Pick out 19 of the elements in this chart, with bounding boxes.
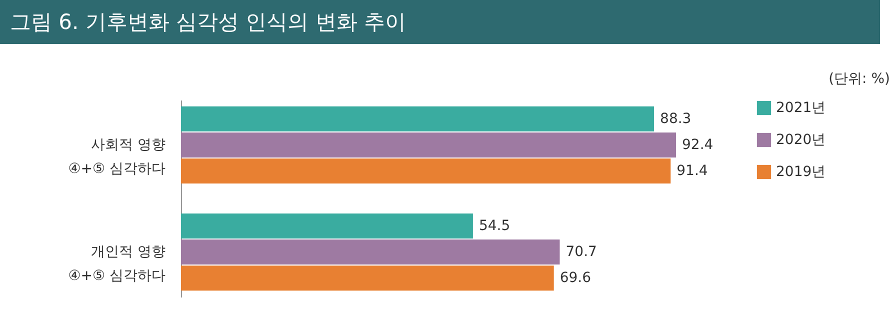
- bar: [181, 266, 554, 291]
- text: (단위: %): [828, 70, 890, 88]
- data-label: 88.3: [660, 110, 692, 127]
- data-label: 54.5: [478, 218, 510, 234]
- data-label: 91.4: [676, 163, 708, 180]
- legend-label: 2019년: [776, 164, 826, 180]
- bar: [181, 106, 654, 132]
- bar: [181, 240, 560, 265]
- data-label: 70.7: [566, 244, 597, 260]
- y-tick-label: 사회적 영향 ④+⑤ 심각하다: [68, 136, 166, 177]
- legend-label: 2020년: [776, 132, 826, 148]
- data-label: 92.4: [682, 136, 714, 153]
- data-label: 69.6: [560, 270, 592, 286]
- bar: [181, 132, 676, 158]
- bar: [181, 158, 671, 184]
- bar: [181, 213, 473, 238]
- chart-title: 그림 6. 기후변화 심각성 인식의 변화 추이: [0, 0, 880, 44]
- legend-label: 2021년: [776, 100, 826, 116]
- y-tick-label: 개인적 영향 ④+⑤ 심각하다: [68, 244, 166, 284]
